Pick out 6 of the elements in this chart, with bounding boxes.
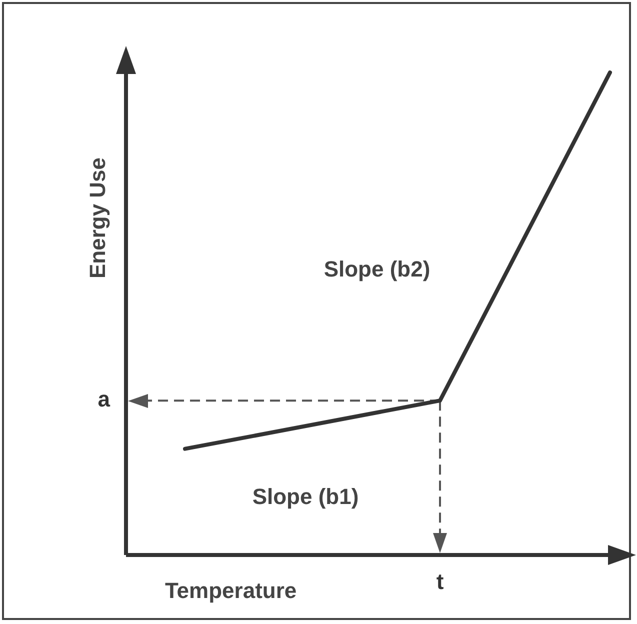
- text: t: [436, 569, 444, 594]
- x-axis-title: Temperature: [165, 578, 297, 604]
- annotation: Slope (b1): [252, 484, 359, 509]
- y-axis-title: Energy Use: [85, 157, 111, 279]
- annotation: Slope (b2): [324, 256, 430, 282]
- ref-line-label: a: [98, 386, 111, 412]
